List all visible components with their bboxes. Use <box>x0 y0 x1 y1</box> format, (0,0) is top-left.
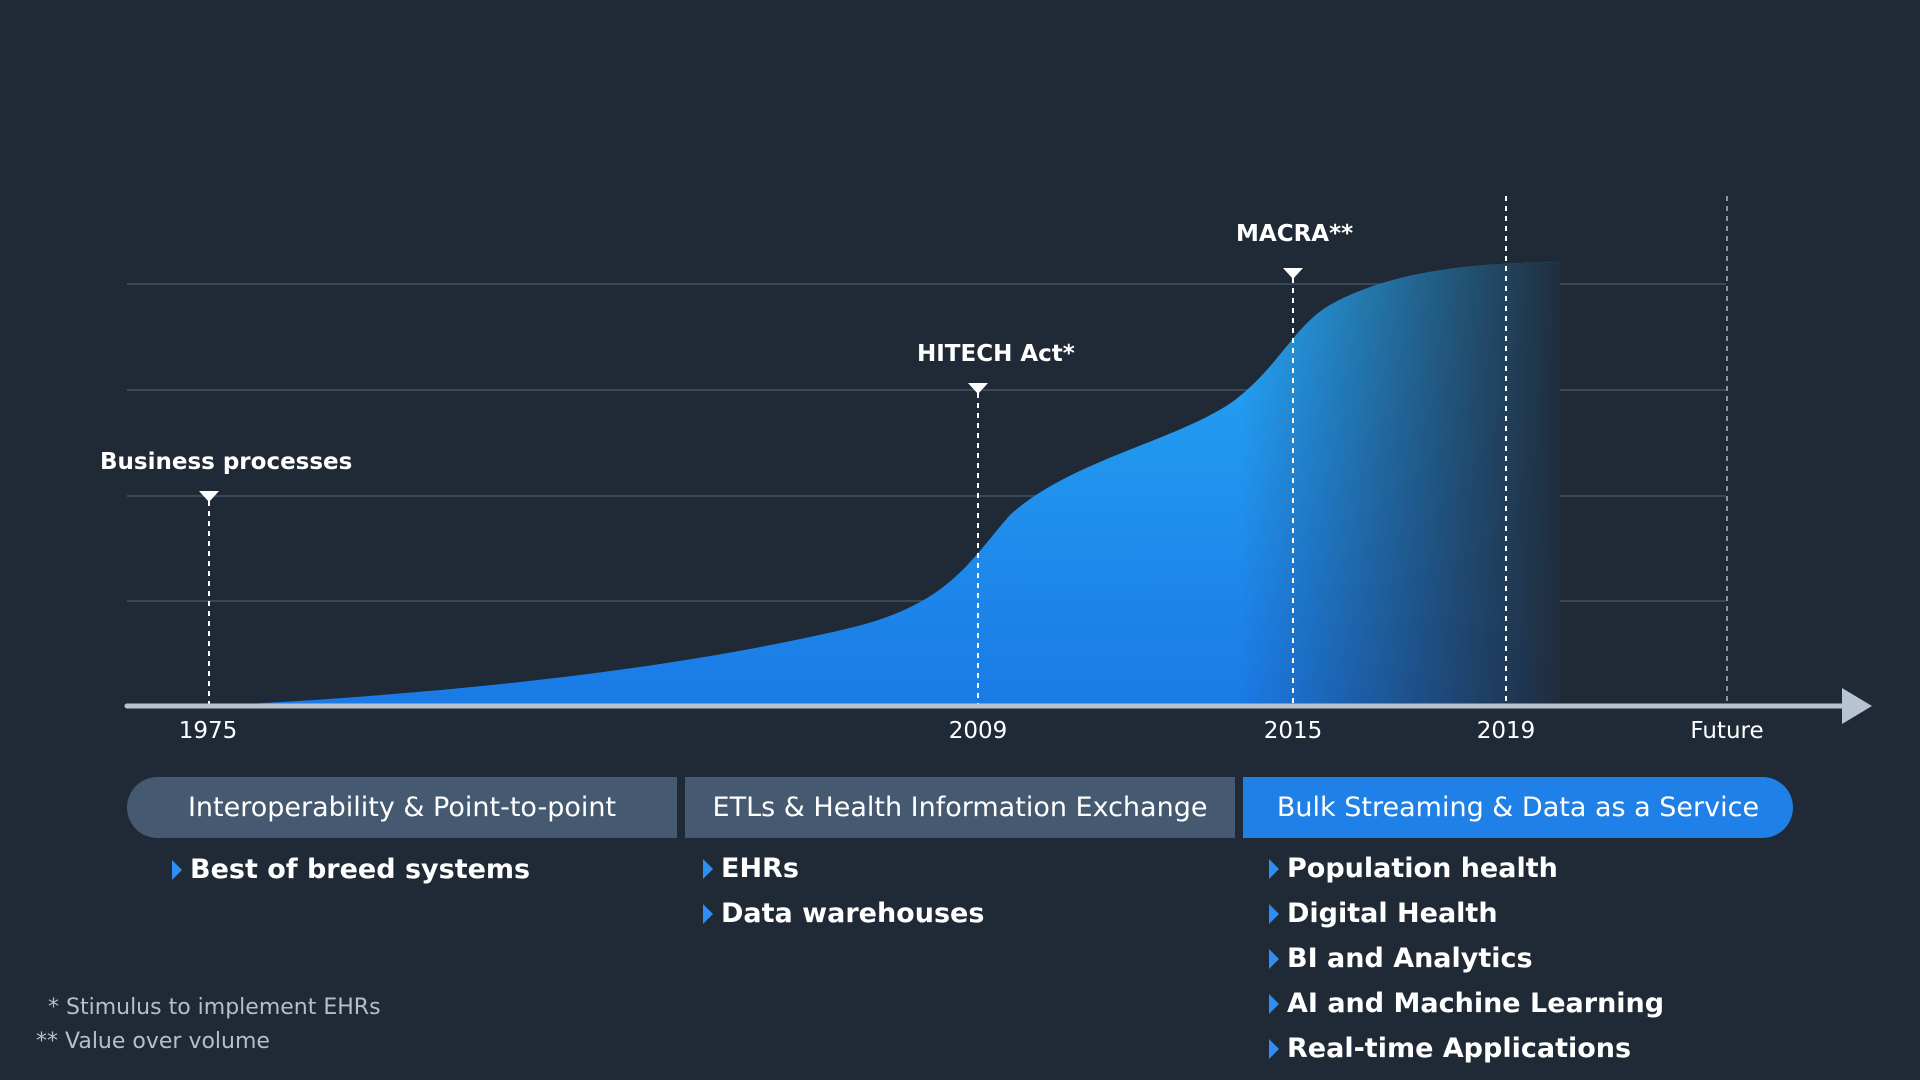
x-axis <box>124 688 1872 724</box>
area-fade <box>1240 262 1560 706</box>
x-tick-future: Future <box>1690 718 1764 744</box>
phase-1-items: Best of breed systems <box>172 847 530 892</box>
bullet-arrow-icon <box>703 903 713 924</box>
list-item: EHRs <box>703 846 984 891</box>
bullet-arrow-icon <box>1269 993 1279 1014</box>
bullet-arrow-icon <box>1269 1038 1279 1059</box>
phase-band-etls: ETLs & Health Information Exchange <box>685 777 1235 838</box>
list-item: Best of breed systems <box>172 847 530 892</box>
bullet-arrow-icon <box>703 858 713 879</box>
event-label-macra: MACRA** <box>1236 221 1354 247</box>
marker-arrow-1975 <box>199 491 219 502</box>
phase-band-interoperability: Interoperability & Point-to-point <box>127 777 677 838</box>
phase-2-items: EHRs Data warehouses <box>703 846 984 936</box>
footnote-stimulus: * Stimulus to implement EHRs <box>48 995 381 1020</box>
marker-arrow-2015 <box>1283 268 1303 279</box>
bullet-arrow-icon <box>172 859 182 880</box>
event-markers <box>199 196 1728 704</box>
list-item: AI and Machine Learning <box>1269 981 1664 1026</box>
x-tick-2015: 2015 <box>1263 718 1323 744</box>
phase-3-items: Population health Digital Health BI and … <box>1269 846 1664 1071</box>
list-item: Data warehouses <box>703 891 984 936</box>
list-item: Population health <box>1269 846 1664 891</box>
bullet-arrow-icon <box>1269 858 1279 879</box>
list-item: BI and Analytics <box>1269 936 1664 981</box>
marker-arrow-2009 <box>968 383 988 394</box>
event-label-hitech: HITECH Act* <box>917 341 1075 367</box>
bullet-arrow-icon <box>1269 948 1279 969</box>
x-axis-arrowhead <box>1842 688 1872 724</box>
footnote-value: ** Value over volume <box>36 1029 270 1054</box>
event-label-business-processes: Business processes <box>100 449 353 475</box>
phase-band-bulk-streaming: Bulk Streaming & Data as a Service <box>1243 777 1793 838</box>
adoption-area <box>212 262 1560 706</box>
list-item: Real-time Applications <box>1269 1026 1664 1071</box>
adoption-area-chart <box>124 196 1872 724</box>
bullet-arrow-icon <box>1269 903 1279 924</box>
x-tick-2009: 2009 <box>948 718 1008 744</box>
list-item: Digital Health <box>1269 891 1664 936</box>
x-tick-1975: 1975 <box>178 718 238 744</box>
x-tick-2019: 2019 <box>1476 718 1536 744</box>
